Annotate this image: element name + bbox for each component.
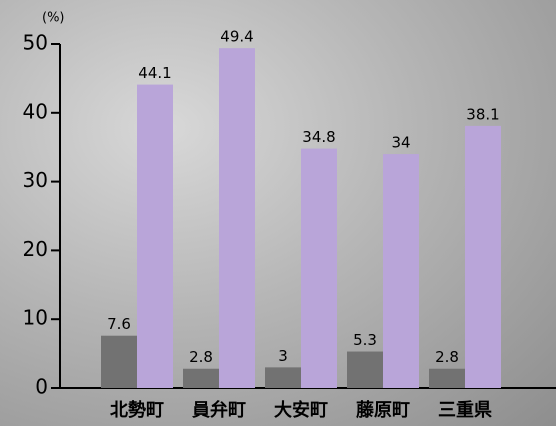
- value-label: 5.3: [353, 331, 377, 349]
- chart: (%) 0 10 20 30 40 50 北勢町 7.6 44.1 員弁町 2.8 49.4 大安町 3 3…: [0, 0, 556, 426]
- value-label: 34.8: [302, 128, 335, 146]
- bar: [137, 85, 173, 388]
- value-label: 2.8: [189, 348, 213, 366]
- y-tick-label: 40: [23, 99, 48, 123]
- bar: [383, 154, 419, 388]
- value-label: 7.6: [107, 315, 131, 333]
- bar: [101, 336, 137, 388]
- y-tick-label: 10: [23, 306, 48, 330]
- value-label: 34: [391, 134, 410, 152]
- y-tick-label: 50: [23, 31, 48, 55]
- x-tick-label: 藤原町: [356, 399, 410, 421]
- x-tick-label: 北勢町: [110, 399, 164, 421]
- bar: [347, 352, 383, 388]
- bar: [429, 369, 465, 388]
- x-tick-label: 員弁町: [191, 399, 246, 421]
- x-tick-label: 大安町: [274, 399, 328, 421]
- value-label: 3: [278, 347, 288, 365]
- chart-container: (%) 0 10 20 30 40 50 北勢町 7.6 44.1 員弁町 2.8 49.4 大安町 3 3…: [0, 0, 556, 426]
- bar: [265, 367, 301, 388]
- y-tick-label: 0: [35, 375, 48, 399]
- value-label: 2.8: [435, 348, 459, 366]
- value-label: 44.1: [138, 64, 171, 82]
- value-label: 38.1: [466, 105, 499, 123]
- bar: [465, 126, 501, 388]
- x-tick-label: 三重県: [438, 399, 492, 421]
- bar: [301, 149, 337, 388]
- y-tick-label: 30: [23, 168, 48, 192]
- value-label: 49.4: [220, 28, 253, 46]
- y-axis-unit: (%): [42, 11, 65, 26]
- y-tick-label: 20: [23, 237, 48, 261]
- bar: [183, 369, 219, 388]
- bar: [219, 48, 255, 388]
